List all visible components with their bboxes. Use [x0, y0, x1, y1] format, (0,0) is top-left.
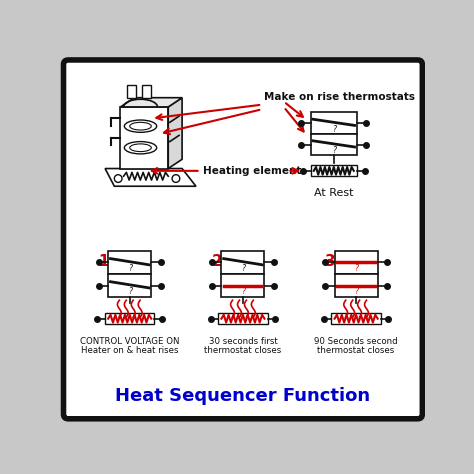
Text: 90 Seconds second: 90 Seconds second [314, 337, 398, 346]
Circle shape [114, 175, 122, 182]
Text: ?: ? [241, 264, 245, 273]
Bar [310, 112, 357, 134]
Bar [310, 134, 357, 155]
Ellipse shape [124, 120, 157, 132]
Bar [310, 165, 357, 176]
Text: 3.: 3. [325, 254, 341, 269]
Text: CONTROL VOLTAGE ON: CONTROL VOLTAGE ON [80, 337, 180, 346]
Bar [108, 274, 151, 297]
Ellipse shape [130, 144, 151, 152]
Text: ?: ? [332, 146, 336, 155]
Bar [221, 251, 264, 274]
Text: ?: ? [332, 125, 336, 134]
Text: ?: ? [128, 287, 132, 296]
Bar [335, 274, 378, 297]
Text: Heater on & heat rises: Heater on & heat rises [81, 346, 179, 355]
Bar [335, 251, 378, 274]
Text: ?: ? [354, 264, 358, 273]
Polygon shape [120, 98, 182, 107]
Bar [221, 274, 264, 297]
Bar [105, 313, 155, 324]
Text: thermostat closes: thermostat closes [204, 346, 282, 355]
Text: Make on rise thermostats: Make on rise thermostats [264, 92, 416, 102]
Bar [331, 313, 381, 324]
Bar [127, 85, 136, 98]
Polygon shape [105, 169, 196, 186]
Text: thermostat closes: thermostat closes [318, 346, 395, 355]
Bar [142, 85, 151, 98]
Bar [108, 251, 151, 274]
Text: 1.: 1. [99, 254, 115, 269]
Bar [219, 313, 267, 324]
Polygon shape [168, 98, 182, 169]
Text: ?: ? [241, 287, 245, 296]
Circle shape [172, 175, 180, 182]
Ellipse shape [124, 142, 157, 154]
Text: At Rest: At Rest [314, 188, 354, 198]
Text: 30 seconds first: 30 seconds first [209, 337, 277, 346]
Bar [120, 107, 168, 169]
Text: ?: ? [128, 264, 132, 273]
Ellipse shape [130, 122, 151, 130]
Text: ?: ? [354, 287, 358, 296]
Text: 2.: 2. [211, 254, 228, 269]
FancyBboxPatch shape [64, 60, 422, 419]
Text: Heat Sequencer Function: Heat Sequencer Function [115, 387, 371, 405]
Text: Heating element: Heating element [203, 166, 301, 176]
